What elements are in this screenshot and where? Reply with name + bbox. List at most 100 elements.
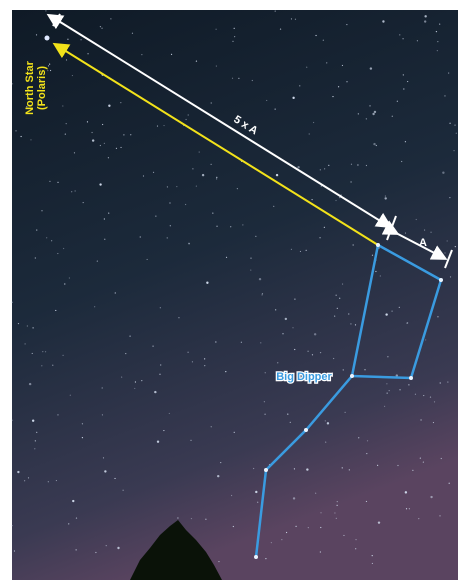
star: [424, 15, 427, 18]
star: [404, 141, 407, 143]
star: [75, 517, 78, 519]
star: [232, 525, 234, 528]
star: [369, 105, 371, 107]
star: [294, 298, 296, 300]
star: [24, 480, 26, 482]
star: [325, 441, 327, 443]
star: [117, 546, 120, 550]
star: [293, 468, 296, 470]
star: [131, 32, 134, 34]
star: [444, 252, 446, 254]
star: [306, 468, 309, 471]
star: [34, 448, 36, 450]
star: [156, 440, 160, 443]
star: [231, 77, 234, 79]
sky: [12, 10, 458, 580]
star: [263, 401, 265, 403]
star: [130, 134, 132, 136]
star: [17, 322, 20, 325]
star: [185, 203, 187, 206]
star: [176, 185, 178, 188]
star: [255, 235, 257, 237]
star: [273, 205, 275, 207]
star: [437, 316, 439, 318]
star: [399, 389, 401, 391]
star: [120, 146, 122, 149]
star: [134, 381, 137, 383]
star: [31, 419, 35, 422]
star: [311, 354, 314, 356]
star: [372, 112, 375, 116]
star: [210, 102, 212, 104]
star: [319, 352, 322, 354]
star: [377, 521, 381, 524]
star: [41, 210, 43, 212]
star: [156, 125, 159, 127]
tick: [444, 249, 453, 269]
star: [71, 74, 74, 77]
star: [215, 65, 217, 67]
star: [159, 373, 161, 375]
star: [377, 464, 379, 466]
star: [449, 196, 451, 199]
star: [373, 142, 376, 146]
star: [99, 26, 102, 28]
star: [74, 190, 76, 192]
star: [121, 376, 123, 378]
star: [206, 281, 209, 284]
star: [358, 437, 360, 439]
star: [382, 20, 385, 23]
star: [366, 440, 369, 442]
star: [63, 247, 65, 250]
star: [385, 313, 388, 316]
star: [342, 369, 344, 371]
star: [369, 67, 373, 70]
star: [308, 133, 310, 135]
star: [335, 517, 337, 519]
star: [425, 339, 427, 341]
star: [319, 169, 321, 171]
star: [350, 163, 353, 165]
star: [115, 147, 118, 149]
polaris-label: (Polaris): [36, 66, 48, 110]
star: [388, 390, 390, 392]
star: [299, 85, 301, 87]
star: [57, 252, 59, 255]
star: [55, 309, 57, 312]
star: [103, 218, 105, 220]
star: [232, 40, 234, 42]
star: [225, 256, 228, 258]
star: [414, 393, 417, 395]
star: [312, 121, 315, 124]
star: [125, 352, 127, 355]
star: [34, 257, 36, 259]
star: [386, 392, 388, 394]
star: [198, 151, 200, 153]
star: [287, 413, 289, 415]
star: [439, 515, 441, 517]
star: [277, 362, 279, 364]
star: [68, 523, 70, 525]
star: [357, 113, 359, 115]
star: [430, 231, 432, 233]
star: [350, 181, 352, 183]
star: [346, 81, 348, 83]
star: [215, 28, 217, 30]
star: [163, 429, 165, 432]
star: [122, 489, 124, 491]
star: [341, 467, 343, 469]
star: [47, 70, 49, 72]
star: [307, 527, 309, 529]
star: [110, 18, 112, 20]
star: [446, 240, 448, 242]
star: [454, 124, 456, 126]
star: [332, 95, 334, 98]
star: [326, 62, 328, 64]
star: [139, 236, 141, 238]
star: [146, 258, 148, 261]
star: [204, 358, 206, 360]
star: [204, 365, 206, 367]
star: [334, 315, 336, 317]
star: [439, 23, 441, 25]
star: [423, 394, 425, 397]
